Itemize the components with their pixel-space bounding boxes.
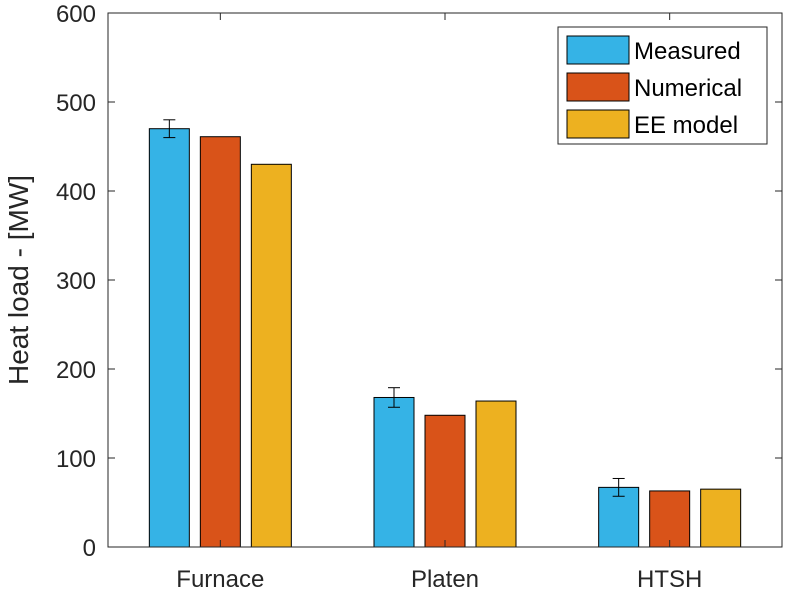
legend: Measured Numerical EE model (557, 26, 768, 145)
bar-numerical-platen (424, 414, 466, 548)
bar-ee-model-furnace (250, 163, 292, 548)
axes-box (107, 12, 783, 548)
error-bar-furnace (163, 119, 176, 139)
x-tick-label: Platen (411, 566, 479, 592)
y-axis-title: Heat load - [MW] (3, 175, 34, 385)
legend-swatch-measured (566, 35, 630, 65)
y-tick-label: 100 (56, 446, 96, 473)
y-tick-label: 600 (56, 1, 96, 28)
y-tick-label: 400 (56, 179, 96, 206)
bar-numerical-htsh (649, 490, 691, 548)
y-tick-label: 0 (83, 535, 96, 562)
legend-label: EE model (634, 112, 738, 139)
bar-measured-furnace (148, 128, 190, 548)
y-tick-label: 500 (56, 90, 96, 117)
y-tick-label: 200 (56, 357, 96, 384)
error-bar-htsh (612, 477, 625, 497)
y-tick-label: 300 (56, 268, 96, 295)
legend-swatch-ee-model (566, 109, 630, 139)
legend-label: Numerical (634, 75, 742, 102)
bar-ee-model-htsh (700, 488, 742, 548)
legend-swatch-numerical (566, 72, 630, 102)
bar-measured-platen (373, 396, 415, 548)
plot-area: Furnace Platen HTSH 0 100 200 300 400 500 600 (56, 1, 783, 592)
error-bar-platen (388, 387, 400, 408)
bar-numerical-furnace (199, 136, 241, 548)
x-tick-label: Furnace (176, 566, 264, 592)
bar-ee-model-platen (475, 400, 517, 548)
x-tick-label: HTSH (637, 566, 702, 592)
legend-label: Measured (634, 38, 741, 65)
